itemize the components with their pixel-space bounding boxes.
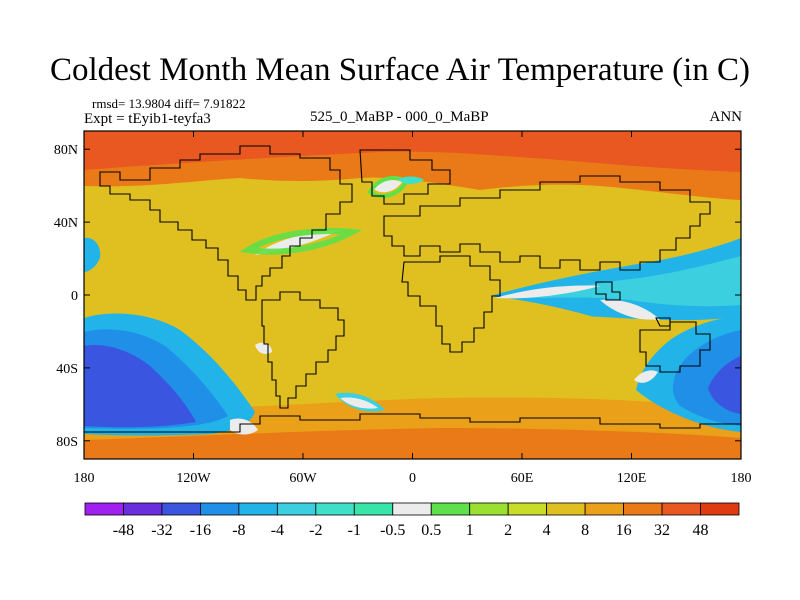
colorbar-swatch xyxy=(700,502,740,516)
colorbar-swatch xyxy=(430,502,471,516)
field-antarctic-core xyxy=(84,428,741,459)
colorbar-label: -8 xyxy=(232,522,245,539)
colorbar-swatch xyxy=(84,502,124,516)
colorbar-swatch xyxy=(200,502,240,516)
colorbar-swatch xyxy=(546,502,586,516)
south-america-outline xyxy=(261,291,345,409)
field-seindian-core xyxy=(708,356,741,414)
y-tick-label: 0 xyxy=(71,289,78,304)
colorbar-label: -16 xyxy=(190,522,211,539)
season-label: ANN xyxy=(709,109,743,125)
colorbar: -48 -32 -16 -8 -4 -2 -1 -0.5 0.5 1 2 4 8 16 32 48 xyxy=(84,502,740,539)
colorbar-swatch xyxy=(469,502,509,516)
field-patch-arctic-2 xyxy=(398,176,424,185)
colorbar-label: 16 xyxy=(616,522,632,539)
colorbar-swatch xyxy=(123,502,163,516)
continent-outlines xyxy=(84,145,741,433)
x-tick-label: 120E xyxy=(617,471,647,486)
x-tick-label: 120W xyxy=(176,471,211,486)
y-tick-label: 40S xyxy=(56,362,78,377)
field-patch-aus-white xyxy=(634,370,658,383)
experiment-label: Expt = tEyib1-teyfa3 xyxy=(84,111,211,127)
colorbar-swatch xyxy=(238,502,278,516)
colorbar-label: 8 xyxy=(581,522,589,539)
field-patch-indian-inner xyxy=(520,256,741,307)
colorbar-swatch xyxy=(315,502,355,516)
x-tick-label: 60W xyxy=(289,471,317,486)
field-patch-seasia-white xyxy=(600,299,660,321)
field-sepacific-core xyxy=(84,344,196,428)
x-tick-label: 180 xyxy=(74,471,95,486)
chart-title: Coldest Month Mean Surface Air Temperatu… xyxy=(50,52,750,88)
colorbar-swatch xyxy=(353,502,394,516)
colorbar-label: -48 xyxy=(113,522,134,539)
field-patch-na-edge xyxy=(239,227,363,255)
island-outline-2 xyxy=(655,317,671,327)
rmsd-stats: rmsd= 13.9804 diff= 7.91822 xyxy=(92,96,246,111)
colorbar-swatch xyxy=(161,502,201,516)
field-patch-indian-white xyxy=(495,285,600,299)
colorbar-label: 32 xyxy=(654,522,670,539)
colorbar-label: -32 xyxy=(151,522,172,539)
colorbar-label: 0.5 xyxy=(421,522,441,539)
temperature-field xyxy=(84,131,741,459)
colorbar-label: 48 xyxy=(693,522,709,539)
field-patch-pacific-nw xyxy=(84,237,101,272)
colorbar-swatch xyxy=(623,502,663,516)
x-tick-label: 60E xyxy=(511,471,534,486)
colorbar-swatch xyxy=(661,502,701,516)
colorbar-label: -4 xyxy=(271,522,284,539)
colorbar-label: 1 xyxy=(466,522,474,539)
eurasia-outline xyxy=(383,175,711,271)
island-outline-1 xyxy=(595,281,621,301)
colorbar-label: -2 xyxy=(309,522,322,539)
field-patch-satl-white xyxy=(340,397,378,409)
colorbar-label: 4 xyxy=(543,522,551,539)
colorbar-label: 2 xyxy=(504,522,512,539)
period-label: 525_0_MaBP - 000_0_MaBP xyxy=(310,109,489,125)
axis-ticks: 180 120W 60W 0 60E 120E 180 80N 40N 0 40S 80S xyxy=(54,131,752,486)
x-tick-label: 180 xyxy=(731,471,752,486)
x-tick-label: 0 xyxy=(409,471,416,486)
north-america-outline xyxy=(99,145,353,301)
colorbar-swatch xyxy=(507,502,548,516)
antarctica-outline xyxy=(84,413,741,433)
colorbar-swatch xyxy=(392,502,432,516)
australia-outline xyxy=(639,321,711,373)
colorbar-label: -0.5 xyxy=(380,522,405,539)
colorbar-swatch xyxy=(584,502,624,516)
field-arctic-core xyxy=(84,131,741,172)
y-tick-label: 80N xyxy=(54,143,78,158)
greenland-outline xyxy=(359,149,451,205)
africa-outline xyxy=(401,255,501,353)
field-patch-horn xyxy=(230,418,258,435)
y-tick-label: 40N xyxy=(54,216,78,231)
colorbar-label: -1 xyxy=(348,522,361,539)
colorbar-swatch xyxy=(276,502,317,516)
y-tick-label: 80S xyxy=(56,435,78,450)
